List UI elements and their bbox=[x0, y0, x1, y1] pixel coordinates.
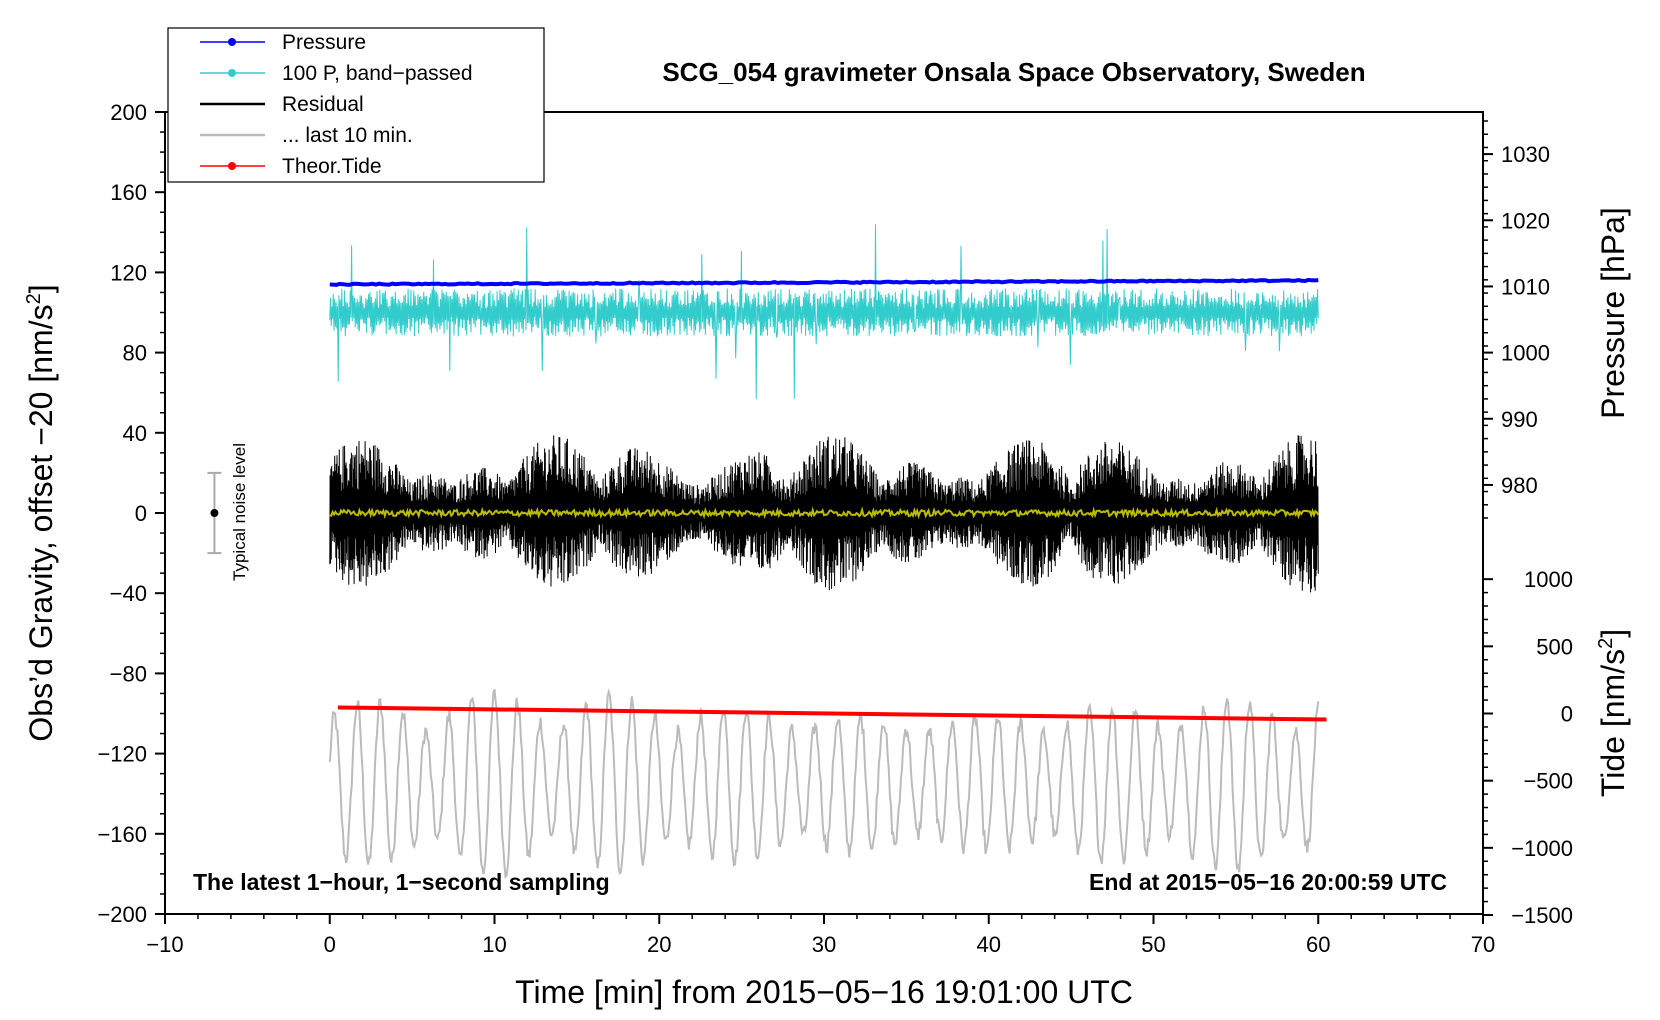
pressure-tick-label: 980 bbox=[1501, 473, 1538, 498]
series-residual-smoothed bbox=[329, 506, 1320, 520]
y-axis-left: −200 −160 −120 −80 −40 0 40 80 120 160 200 bbox=[97, 100, 165, 927]
typical-noise-marker bbox=[207, 471, 222, 555]
y-tick-label: 120 bbox=[110, 260, 147, 285]
legend-marker bbox=[228, 38, 236, 46]
y-axis-right-pressure: 980 990 1000 1010 1020 1030 bbox=[1483, 120, 1550, 519]
tide-tick-label: 0 bbox=[1561, 702, 1573, 727]
tide-tick-label: 500 bbox=[1536, 634, 1573, 659]
legend-label: Theor.Tide bbox=[282, 155, 382, 178]
legend-label: Pressure bbox=[282, 31, 366, 54]
x-tick-label: 30 bbox=[812, 932, 836, 957]
x-tick-label: 50 bbox=[1141, 932, 1165, 957]
y-tick-label: −40 bbox=[110, 581, 147, 606]
typical-noise-label: Typical noise level bbox=[230, 443, 249, 581]
x-tick-label: 0 bbox=[324, 932, 336, 957]
x-tick-label: 10 bbox=[482, 932, 506, 957]
y-tick-label: 0 bbox=[135, 501, 147, 526]
series-100p-bandpassed bbox=[329, 224, 1319, 400]
y-tick-label: 40 bbox=[123, 421, 147, 446]
y-axis-right-tide: −1500 −1000 −500 0 500 1000 bbox=[1483, 567, 1573, 928]
legend-label: ... last 10 min. bbox=[282, 124, 413, 147]
x-tick-label: 60 bbox=[1306, 932, 1330, 957]
legend-marker bbox=[228, 69, 236, 77]
x-tick-label: −10 bbox=[146, 932, 183, 957]
pressure-line bbox=[329, 277, 1319, 287]
series-theor-tide bbox=[337, 705, 1327, 722]
chart-title: SCG_054 gravimeter Onsala Space Observat… bbox=[662, 57, 1365, 87]
series-pressure bbox=[329, 277, 1319, 287]
pressure-tick-label: 1010 bbox=[1501, 274, 1550, 299]
y-tick-label: 200 bbox=[110, 100, 147, 125]
bandpassed-line bbox=[329, 224, 1319, 400]
x-axis: −10 0 10 20 30 40 50 60 70 bbox=[146, 914, 1495, 957]
pressure-tick-label: 1030 bbox=[1501, 142, 1550, 167]
tide-tick-label: −1500 bbox=[1511, 903, 1573, 928]
series-last-10-min bbox=[328, 688, 1320, 879]
x-axis-title: Time [min] from 2015−05−16 19:01:00 UTC bbox=[515, 974, 1133, 1010]
tide-line bbox=[337, 705, 1327, 722]
annotation-end-time: End at 2015−05−16 20:00:59 UTC bbox=[1089, 869, 1447, 895]
last-10-min-line bbox=[328, 688, 1320, 879]
tide-tick-label: −1000 bbox=[1511, 836, 1573, 861]
x-tick-label: 70 bbox=[1471, 932, 1495, 957]
pressure-axis-title: Pressure [hPa] bbox=[1595, 207, 1631, 419]
tide-tick-label: −500 bbox=[1523, 769, 1573, 794]
y-tick-label: −80 bbox=[110, 661, 147, 686]
noise-point bbox=[210, 509, 219, 517]
y-axis-title: Obs’d Gravity, offset −20 [nm/s2] bbox=[23, 284, 59, 741]
pressure-tick-label: 1000 bbox=[1501, 341, 1550, 366]
y-tick-label: −200 bbox=[97, 902, 147, 927]
x-tick-label: 20 bbox=[647, 932, 671, 957]
legend-label: 100 P, band−passed bbox=[282, 62, 473, 85]
legend: Pressure 100 P, band−passed Residual ... la… bbox=[167, 27, 545, 183]
residual-smoothed-line bbox=[329, 506, 1320, 520]
annotation-sampling: The latest 1−hour, 1−second sampling bbox=[193, 869, 610, 895]
y-tick-label: 80 bbox=[123, 341, 147, 366]
legend-marker bbox=[228, 162, 236, 170]
legend-label: Residual bbox=[282, 93, 364, 116]
pressure-tick-label: 990 bbox=[1501, 407, 1538, 432]
x-tick-label: 40 bbox=[977, 932, 1001, 957]
y-tick-label: 160 bbox=[110, 180, 147, 205]
y-tick-label: −120 bbox=[97, 742, 147, 767]
tide-tick-label: 1000 bbox=[1524, 567, 1573, 592]
pressure-tick-label: 1020 bbox=[1501, 208, 1550, 233]
tide-axis-title: Tide [nm/s2] bbox=[1595, 629, 1631, 797]
y-tick-label: −160 bbox=[97, 822, 147, 847]
